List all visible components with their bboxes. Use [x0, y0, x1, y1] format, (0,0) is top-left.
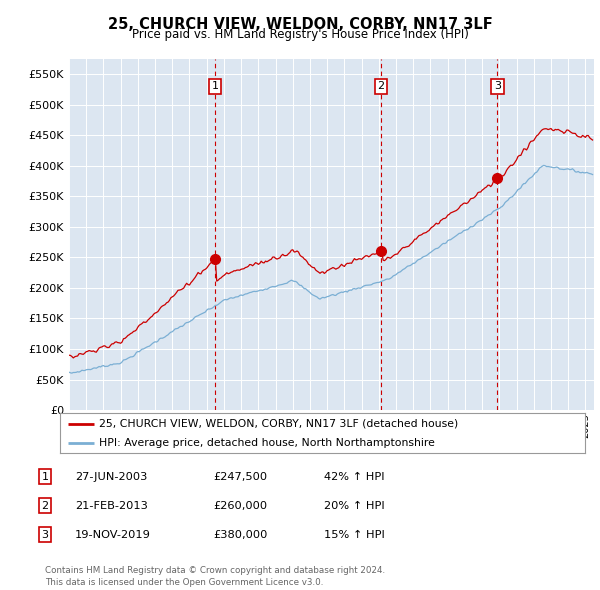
Text: Price paid vs. HM Land Registry's House Price Index (HPI): Price paid vs. HM Land Registry's House … — [131, 28, 469, 41]
Text: 27-JUN-2003: 27-JUN-2003 — [75, 472, 148, 481]
Text: 1: 1 — [41, 472, 49, 481]
Text: 25, CHURCH VIEW, WELDON, CORBY, NN17 3LF (detached house): 25, CHURCH VIEW, WELDON, CORBY, NN17 3LF… — [100, 419, 458, 429]
Text: 2: 2 — [377, 81, 385, 91]
Text: 19-NOV-2019: 19-NOV-2019 — [75, 530, 151, 539]
Text: £380,000: £380,000 — [213, 530, 268, 539]
Text: £260,000: £260,000 — [213, 501, 267, 510]
Text: 42% ↑ HPI: 42% ↑ HPI — [324, 472, 385, 481]
Text: Contains HM Land Registry data © Crown copyright and database right 2024.
This d: Contains HM Land Registry data © Crown c… — [45, 566, 385, 587]
Text: 20% ↑ HPI: 20% ↑ HPI — [324, 501, 385, 510]
Text: 3: 3 — [494, 81, 501, 91]
Text: 15% ↑ HPI: 15% ↑ HPI — [324, 530, 385, 539]
Text: 1: 1 — [212, 81, 218, 91]
Text: HPI: Average price, detached house, North Northamptonshire: HPI: Average price, detached house, Nort… — [100, 438, 435, 448]
Text: 2: 2 — [41, 501, 49, 510]
Text: 25, CHURCH VIEW, WELDON, CORBY, NN17 3LF: 25, CHURCH VIEW, WELDON, CORBY, NN17 3LF — [107, 17, 493, 31]
Text: 3: 3 — [41, 530, 49, 539]
Text: 21-FEB-2013: 21-FEB-2013 — [75, 501, 148, 510]
Text: £247,500: £247,500 — [213, 472, 267, 481]
